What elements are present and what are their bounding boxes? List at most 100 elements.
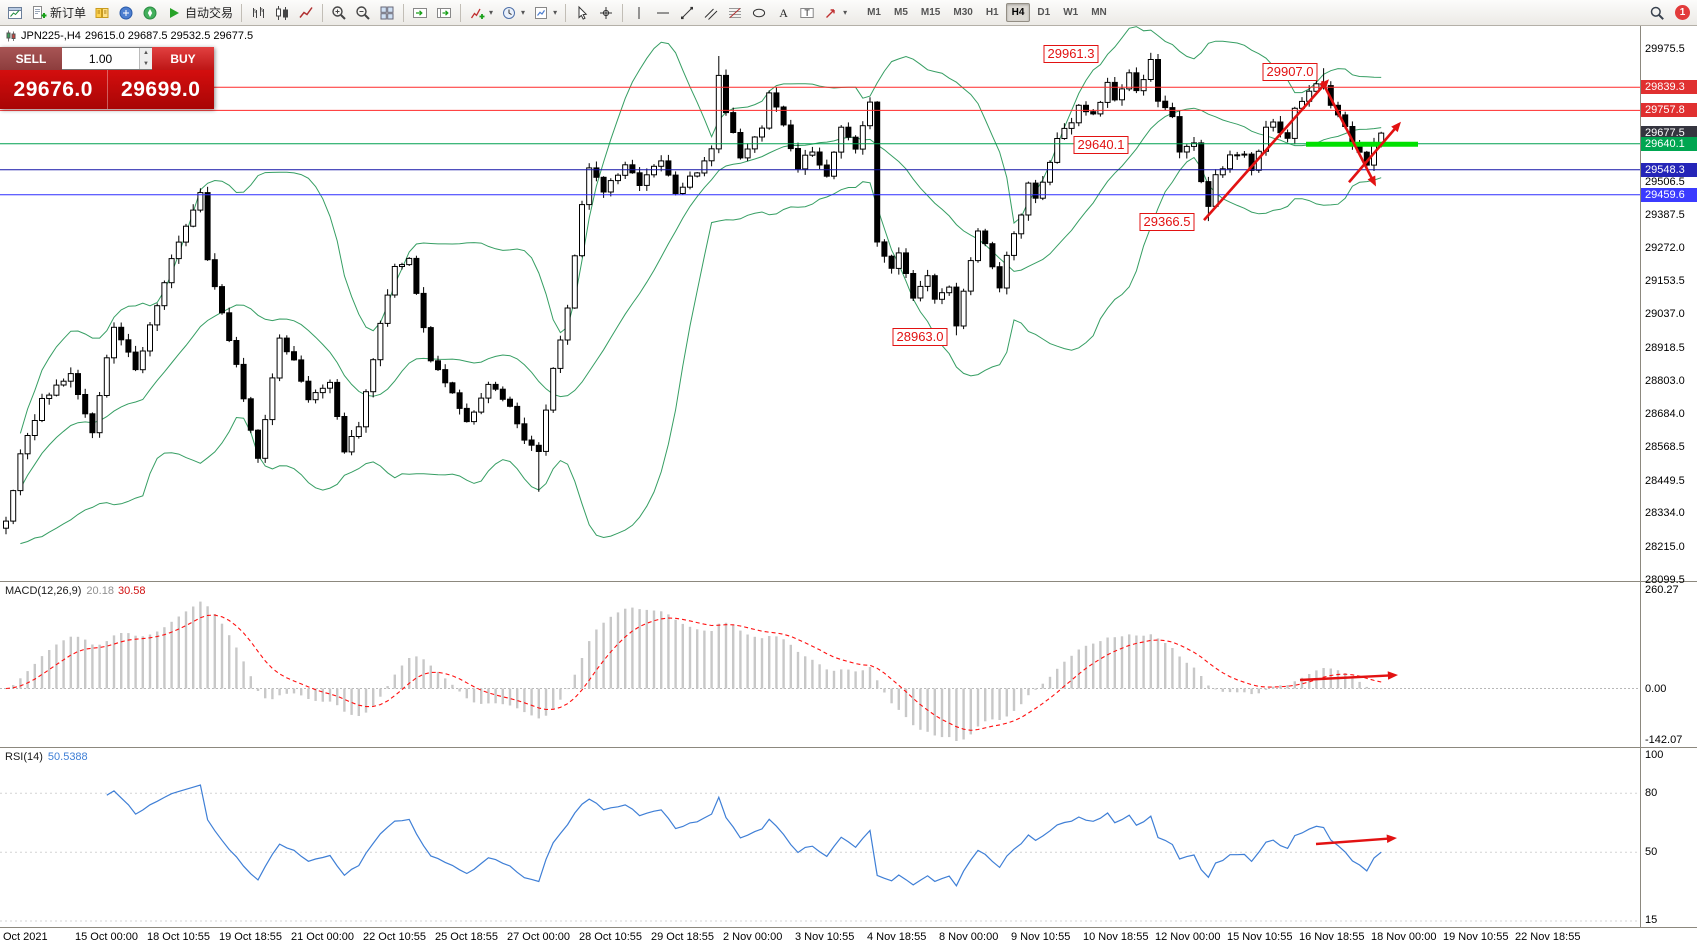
time-axis-label: 12 Nov 00:00 <box>1155 931 1221 943</box>
crosshair-button[interactable] <box>594 2 618 24</box>
new-chart-button[interactable] <box>3 2 27 24</box>
time-axis-label: 21 Oct 00:00 <box>291 931 354 943</box>
price-label-annotation[interactable]: 29961.3 <box>1043 45 1099 64</box>
timeframe-w1[interactable]: W1 <box>1063 7 1079 18</box>
equidistant-channel-button[interactable] <box>699 2 723 24</box>
svg-text:A: A <box>779 6 788 20</box>
data-window-button[interactable] <box>114 2 138 24</box>
text-button[interactable]: A <box>771 2 795 24</box>
auto-trading-button-label: 自动交易 <box>185 6 234 20</box>
text-icon: A <box>775 5 791 21</box>
cursor-button[interactable] <box>570 2 594 24</box>
hline-icon <box>655 5 671 21</box>
indicator-plus-icon <box>469 5 485 21</box>
market-watch-button[interactable] <box>90 2 114 24</box>
chart-window-icon <box>7 5 23 21</box>
horizontal-line-button[interactable] <box>651 2 675 24</box>
periods-button[interactable]: ▾ <box>497 2 529 24</box>
toolbar-right: 1 <box>1645 2 1694 24</box>
templates-button[interactable]: ▾ <box>529 2 561 24</box>
dropdown-caret-icon: ▾ <box>489 8 494 17</box>
price-label-annotation[interactable]: 29640.1 <box>1073 136 1129 155</box>
timeframe-h1[interactable]: H1 <box>985 7 999 18</box>
axis-separator <box>1640 26 1641 927</box>
time-axis-label: 19 Nov 10:55 <box>1443 931 1509 943</box>
toolbar-button-groups: 新订单 自动交易 ▾ ▾ ▾ A T ▾ <box>3 2 851 24</box>
rsi-canvas[interactable] <box>0 748 1640 928</box>
timeframe-m5[interactable]: M5 <box>894 7 908 18</box>
price-axis-label: 28334.0 <box>1645 507 1685 520</box>
candle-chart-button[interactable] <box>270 2 294 24</box>
timeframe-m30[interactable]: M30 <box>953 7 973 18</box>
buy-price[interactable]: 29699.0 <box>121 77 201 101</box>
rsi-axis-label: 100 <box>1645 749 1664 761</box>
price-label-annotation[interactable]: 29366.5 <box>1139 213 1195 232</box>
time-axis-label: Oct 2021 <box>3 931 48 943</box>
line-chart-button[interactable] <box>294 2 318 24</box>
label-button[interactable]: T <box>795 2 819 24</box>
time-axis-label: 9 Nov 10:55 <box>1011 931 1071 943</box>
macd-panel: MACD(12,26,9) 20.18 30.58 260.27 0.00 -142.0… <box>0 581 1697 747</box>
rsi-axis[interactable]: 100 80 50 15 <box>1641 748 1697 927</box>
toolbar-separator <box>460 3 462 22</box>
zoom-out-button[interactable] <box>351 2 375 24</box>
timeframe-d1[interactable]: D1 <box>1037 7 1051 18</box>
time-axis-label: 3 Nov 10:55 <box>795 931 855 943</box>
search-button[interactable] <box>1645 2 1669 24</box>
notification-badge[interactable]: 1 <box>1675 5 1690 20</box>
price-axis-label: 29037.0 <box>1645 308 1685 321</box>
zoom-in-button[interactable] <box>327 2 351 24</box>
macd-canvas[interactable] <box>0 582 1640 748</box>
volume-increase-button[interactable]: ▲ <box>140 48 152 59</box>
price-axis-label: 29153.5 <box>1645 275 1685 288</box>
fibonacci-button[interactable] <box>723 2 747 24</box>
timeframe-m15[interactable]: M15 <box>920 7 941 18</box>
chart-shift-button[interactable] <box>432 2 456 24</box>
price-label-annotation[interactable]: 29907.0 <box>1262 62 1318 81</box>
tile-windows-button[interactable] <box>375 2 399 24</box>
market-watch-icon <box>94 5 110 21</box>
indicators-button[interactable]: ▾ <box>465 2 497 24</box>
price-axis-badge: 29548.3 <box>1641 162 1697 177</box>
trendline-button[interactable] <box>675 2 699 24</box>
price-chart-canvas[interactable] <box>0 26 1640 581</box>
line-chart-icon <box>298 5 314 21</box>
time-axis-label: 15 Oct 00:00 <box>75 931 138 943</box>
symbol-info: JPN225-,H4 29615.0 29687.5 29532.5 29677… <box>5 30 253 42</box>
shapes-button[interactable] <box>747 2 771 24</box>
sell-price[interactable]: 29676.0 <box>13 77 93 101</box>
price-label-annotation[interactable]: 28963.0 <box>892 328 948 346</box>
time-axis-label: 2 Nov 00:00 <box>723 931 783 943</box>
navigator-button[interactable] <box>138 2 162 24</box>
timeframe-toolbar: M1 M5 M15 M30 H1 H4 D1 W1 MN <box>861 3 1113 22</box>
timeframe-mn[interactable]: MN <box>1091 7 1107 18</box>
macd-axis[interactable]: 260.27 0.00 -142.07 <box>1641 582 1697 747</box>
zoom-out-icon <box>355 5 371 21</box>
new-order-button[interactable]: 新订单 <box>27 2 90 24</box>
time-axis-label: 16 Nov 18:55 <box>1299 931 1365 943</box>
buy-button[interactable]: BUY <box>152 47 214 70</box>
trade-panel-prices: 29676.0 29699.0 <box>0 70 214 109</box>
price-axis-label: 29506.5 <box>1645 175 1685 188</box>
bar-chart-button[interactable] <box>246 2 270 24</box>
vertical-line-button[interactable] <box>627 2 651 24</box>
price-axis-label: 28449.5 <box>1645 474 1685 487</box>
sell-button[interactable]: SELL <box>0 47 62 70</box>
rsi-value: 50.5388 <box>47 751 88 763</box>
price-axis[interactable]: 29975.5 29506.5 29387.5 29272.0 29153.5 29037… <box>1641 26 1697 586</box>
time-axis[interactable]: Oct 2021 15 Oct 00:00 18 Oct 10:55 19 Oct 1… <box>0 927 1697 947</box>
arrows-button[interactable]: ▾ <box>819 2 851 24</box>
timeframe-h4[interactable]: H4 <box>1005 3 1031 22</box>
volume-input[interactable] <box>62 48 139 69</box>
symbol-ohlc: 29615.0 29687.5 29532.5 29677.5 <box>84 30 254 42</box>
chart-shift-icon <box>436 5 452 21</box>
timeframe-m1[interactable]: M1 <box>867 7 881 18</box>
clock-icon <box>501 5 517 21</box>
price-axis-label: 29975.5 <box>1645 42 1685 55</box>
auto-scroll-button[interactable] <box>408 2 432 24</box>
time-axis-label: 27 Oct 00:00 <box>507 931 570 943</box>
auto-trading-button[interactable]: 自动交易 <box>162 2 237 24</box>
time-axis-label: 8 Nov 00:00 <box>939 931 999 943</box>
volume-decrease-button[interactable]: ▼ <box>140 58 152 69</box>
macd-signal-value: 30.58 <box>117 585 146 597</box>
